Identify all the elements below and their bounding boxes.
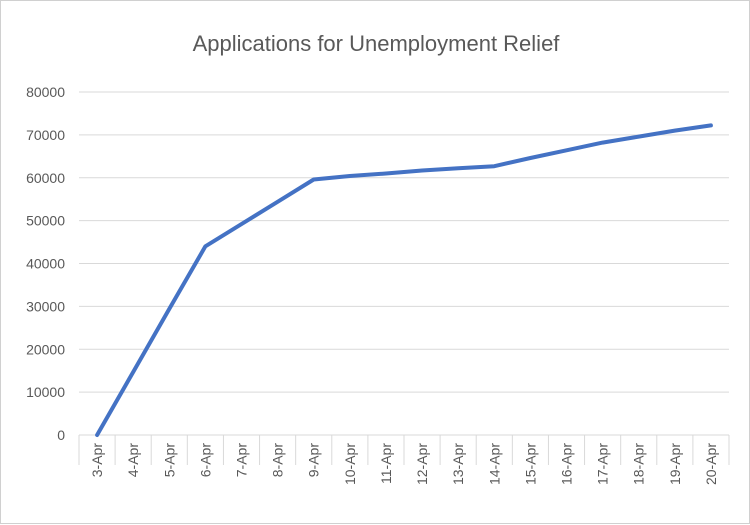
series-line: [95, 123, 713, 437]
x-tick-label: 12-Apr: [414, 443, 430, 485]
x-tick-label: 4-Apr: [125, 443, 141, 478]
x-tick-label: 8-Apr: [270, 443, 286, 478]
x-tick-label: 9-Apr: [306, 443, 322, 478]
y-axis-ticks: 0 10000 20000 30000 40000 50000 60000 70000 8000…: [26, 84, 65, 443]
x-tick-label: 5-Apr: [161, 443, 177, 478]
gridlines: [79, 91, 729, 436]
y-tick-label: 10000: [26, 384, 65, 400]
y-tick-label: 40000: [26, 256, 65, 272]
series-layer: [95, 123, 713, 437]
x-tick-label: 17-Apr: [595, 443, 611, 485]
y-tick-label: 70000: [26, 127, 65, 143]
y-tick-label: 80000: [26, 84, 65, 100]
x-tick-label: 19-Apr: [667, 443, 683, 485]
x-tick-label: 7-Apr: [234, 443, 250, 478]
x-tick-label: 18-Apr: [631, 443, 647, 485]
x-axis-ticks: 3-Apr 4-Apr 5-Apr 6-Apr 7-Apr 8-Apr 9-Apr 10-Ap…: [78, 435, 730, 485]
x-tick-label: 10-Apr: [342, 443, 358, 485]
x-tick-label: 16-Apr: [559, 443, 575, 485]
y-tick-label: 0: [57, 427, 65, 443]
x-tick-label: 13-Apr: [450, 443, 466, 485]
x-tick-label: 15-Apr: [522, 443, 538, 485]
x-tick-label: 14-Apr: [486, 443, 502, 485]
y-tick-label: 20000: [26, 341, 65, 357]
chart-title: Applications for Unemployment Relief: [193, 31, 561, 56]
y-tick-label: 50000: [26, 213, 65, 229]
x-tick-label: 11-Apr: [378, 443, 394, 484]
y-tick-label: 60000: [26, 170, 65, 186]
x-tick-label: 6-Apr: [197, 443, 213, 478]
y-tick-label: 30000: [26, 298, 65, 314]
x-tick-label: 20-Apr: [703, 443, 719, 485]
x-tick-label: 3-Apr: [89, 443, 105, 478]
